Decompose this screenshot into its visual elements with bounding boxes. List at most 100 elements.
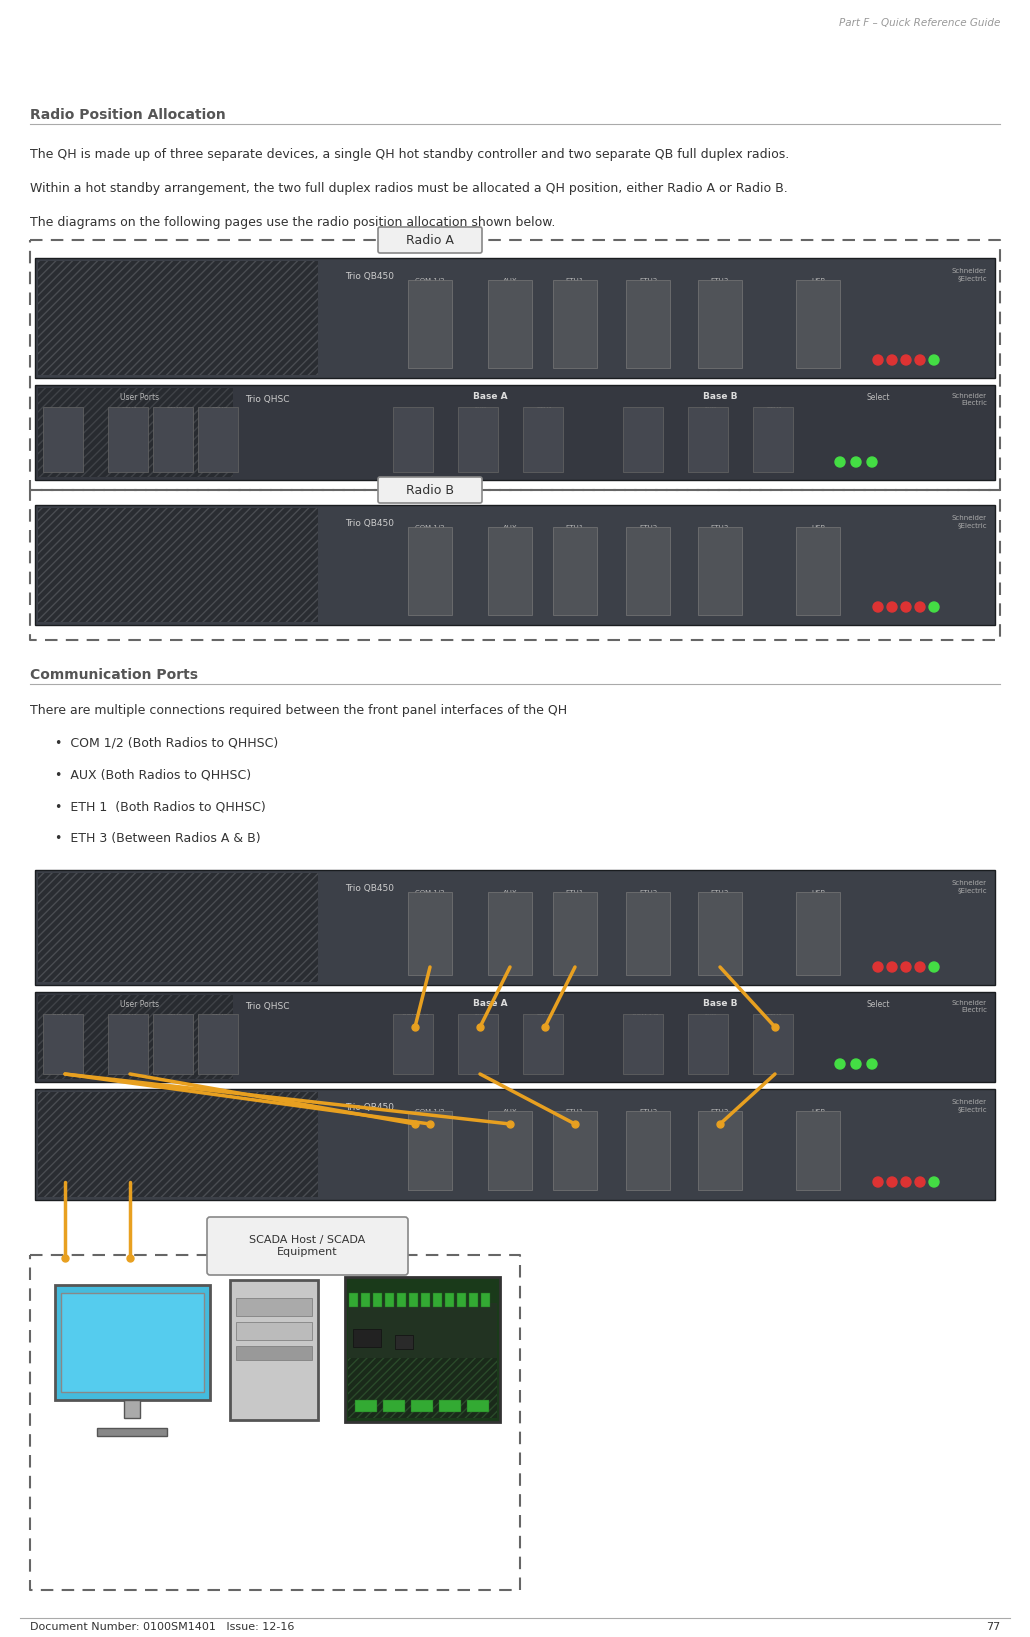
Text: Schneider
§Electric: Schneider §Electric bbox=[952, 1098, 987, 1112]
Bar bbox=[467, 1400, 489, 1413]
Bar bbox=[458, 1013, 497, 1074]
Text: •  COM 1/2 (Both Radios to QHHSC): • COM 1/2 (Both Radios to QHHSC) bbox=[55, 737, 278, 750]
FancyBboxPatch shape bbox=[207, 1216, 408, 1275]
Text: ETH2: ETH2 bbox=[639, 278, 657, 283]
Text: Trio QB450: Trio QB450 bbox=[345, 519, 394, 529]
Text: USB: USB bbox=[811, 891, 825, 895]
Circle shape bbox=[901, 1177, 911, 1187]
Bar bbox=[411, 1400, 433, 1413]
Circle shape bbox=[887, 602, 897, 612]
Bar bbox=[348, 1359, 497, 1418]
Text: AUX: AUX bbox=[474, 1013, 486, 1018]
Bar bbox=[35, 504, 995, 625]
Bar bbox=[35, 259, 995, 378]
Bar bbox=[43, 408, 83, 471]
Text: USB: USB bbox=[811, 525, 825, 530]
Text: ETH1: ETH1 bbox=[122, 408, 138, 413]
Text: There are multiple connections required between the front panel interfaces of th: There are multiple connections required … bbox=[30, 704, 568, 717]
Bar bbox=[796, 527, 840, 616]
Bar bbox=[397, 1293, 406, 1306]
Text: Communication Ports: Communication Ports bbox=[30, 668, 198, 683]
Text: •  ETH 1  (Both Radios to QHHSC): • ETH 1 (Both Radios to QHHSC) bbox=[55, 800, 266, 814]
Text: ETH3: ETH3 bbox=[711, 891, 729, 895]
Text: AUX: AUX bbox=[703, 1013, 717, 1018]
Text: AUX: AUX bbox=[503, 891, 517, 895]
Bar bbox=[393, 408, 433, 471]
Text: Trio QB450: Trio QB450 bbox=[345, 884, 394, 894]
Bar bbox=[236, 1298, 312, 1316]
Text: ETH1: ETH1 bbox=[766, 1013, 783, 1018]
Bar bbox=[523, 1013, 563, 1074]
Text: Radio Position Allocation: Radio Position Allocation bbox=[30, 108, 226, 123]
Bar bbox=[236, 1323, 312, 1341]
Text: ETH2: ETH2 bbox=[639, 525, 657, 530]
Bar bbox=[623, 1013, 663, 1074]
Circle shape bbox=[873, 963, 883, 972]
Bar bbox=[698, 892, 742, 976]
Bar bbox=[481, 1293, 490, 1306]
Circle shape bbox=[835, 1059, 845, 1069]
Bar bbox=[409, 1293, 418, 1306]
Bar bbox=[393, 1013, 433, 1074]
Circle shape bbox=[835, 457, 845, 467]
Bar bbox=[796, 1112, 840, 1190]
Text: Base A: Base A bbox=[473, 999, 508, 1008]
Text: Trio QHSC: Trio QHSC bbox=[245, 395, 289, 404]
Bar bbox=[383, 1400, 405, 1413]
Text: COM 1/2: COM 1/2 bbox=[52, 1013, 78, 1018]
Circle shape bbox=[887, 355, 897, 365]
Bar bbox=[457, 1293, 466, 1306]
Text: User Ports: User Ports bbox=[121, 1000, 160, 1008]
Text: ETH2: ETH2 bbox=[167, 1013, 183, 1018]
Text: Base A: Base A bbox=[473, 391, 508, 401]
Text: Schneider
§Electric: Schneider §Electric bbox=[952, 881, 987, 894]
Text: COM 1/2: COM 1/2 bbox=[415, 891, 445, 895]
Text: ETH1: ETH1 bbox=[537, 408, 553, 413]
Bar bbox=[623, 408, 663, 471]
Text: ETH3: ETH3 bbox=[711, 1108, 729, 1115]
Text: Base B: Base B bbox=[702, 999, 737, 1008]
Text: AUX: AUX bbox=[703, 408, 717, 413]
Bar bbox=[38, 388, 233, 476]
Text: SCADA Host / SCADA
Equipment: SCADA Host / SCADA Equipment bbox=[249, 1236, 366, 1257]
FancyBboxPatch shape bbox=[378, 476, 482, 503]
Text: Within a hot standby arrangement, the two full duplex radios must be allocated a: Within a hot standby arrangement, the tw… bbox=[30, 182, 788, 195]
Bar bbox=[488, 1112, 533, 1190]
Bar bbox=[523, 408, 563, 471]
Text: 77: 77 bbox=[986, 1622, 1000, 1632]
Bar bbox=[55, 1285, 210, 1400]
Circle shape bbox=[867, 1059, 877, 1069]
Text: AUX: AUX bbox=[503, 278, 517, 283]
Text: AUX: AUX bbox=[503, 525, 517, 530]
Text: COM 1/2: COM 1/2 bbox=[415, 525, 445, 530]
Bar bbox=[38, 260, 318, 375]
Bar bbox=[373, 1293, 382, 1306]
Text: ETH1: ETH1 bbox=[565, 891, 584, 895]
Bar bbox=[469, 1293, 478, 1306]
Bar bbox=[153, 408, 193, 471]
Text: ETH1: ETH1 bbox=[565, 525, 584, 530]
Bar bbox=[553, 527, 597, 616]
Bar bbox=[698, 1112, 742, 1190]
Bar bbox=[408, 892, 452, 976]
Text: COM 1/2: COM 1/2 bbox=[402, 1013, 428, 1018]
Circle shape bbox=[929, 355, 939, 365]
Text: Trio QB450: Trio QB450 bbox=[345, 272, 394, 282]
Circle shape bbox=[887, 1177, 897, 1187]
Bar bbox=[626, 527, 670, 616]
Text: The diagrams on the following pages use the radio position allocation shown belo: The diagrams on the following pages use … bbox=[30, 216, 555, 229]
Circle shape bbox=[867, 457, 877, 467]
Bar bbox=[38, 873, 318, 982]
Text: ETH2: ETH2 bbox=[167, 408, 183, 413]
Text: COM 1/2: COM 1/2 bbox=[631, 1013, 658, 1018]
Bar bbox=[439, 1400, 461, 1413]
Text: Document Number: 0100SM1401   Issue: 12-16: Document Number: 0100SM1401 Issue: 12-16 bbox=[30, 1622, 295, 1632]
Circle shape bbox=[929, 1177, 939, 1187]
Bar bbox=[753, 408, 793, 471]
Bar bbox=[35, 992, 995, 1082]
Bar bbox=[626, 1112, 670, 1190]
Circle shape bbox=[929, 963, 939, 972]
Text: COM 1/2: COM 1/2 bbox=[402, 408, 428, 413]
Text: ETH1: ETH1 bbox=[537, 1013, 553, 1018]
Bar bbox=[35, 869, 995, 985]
